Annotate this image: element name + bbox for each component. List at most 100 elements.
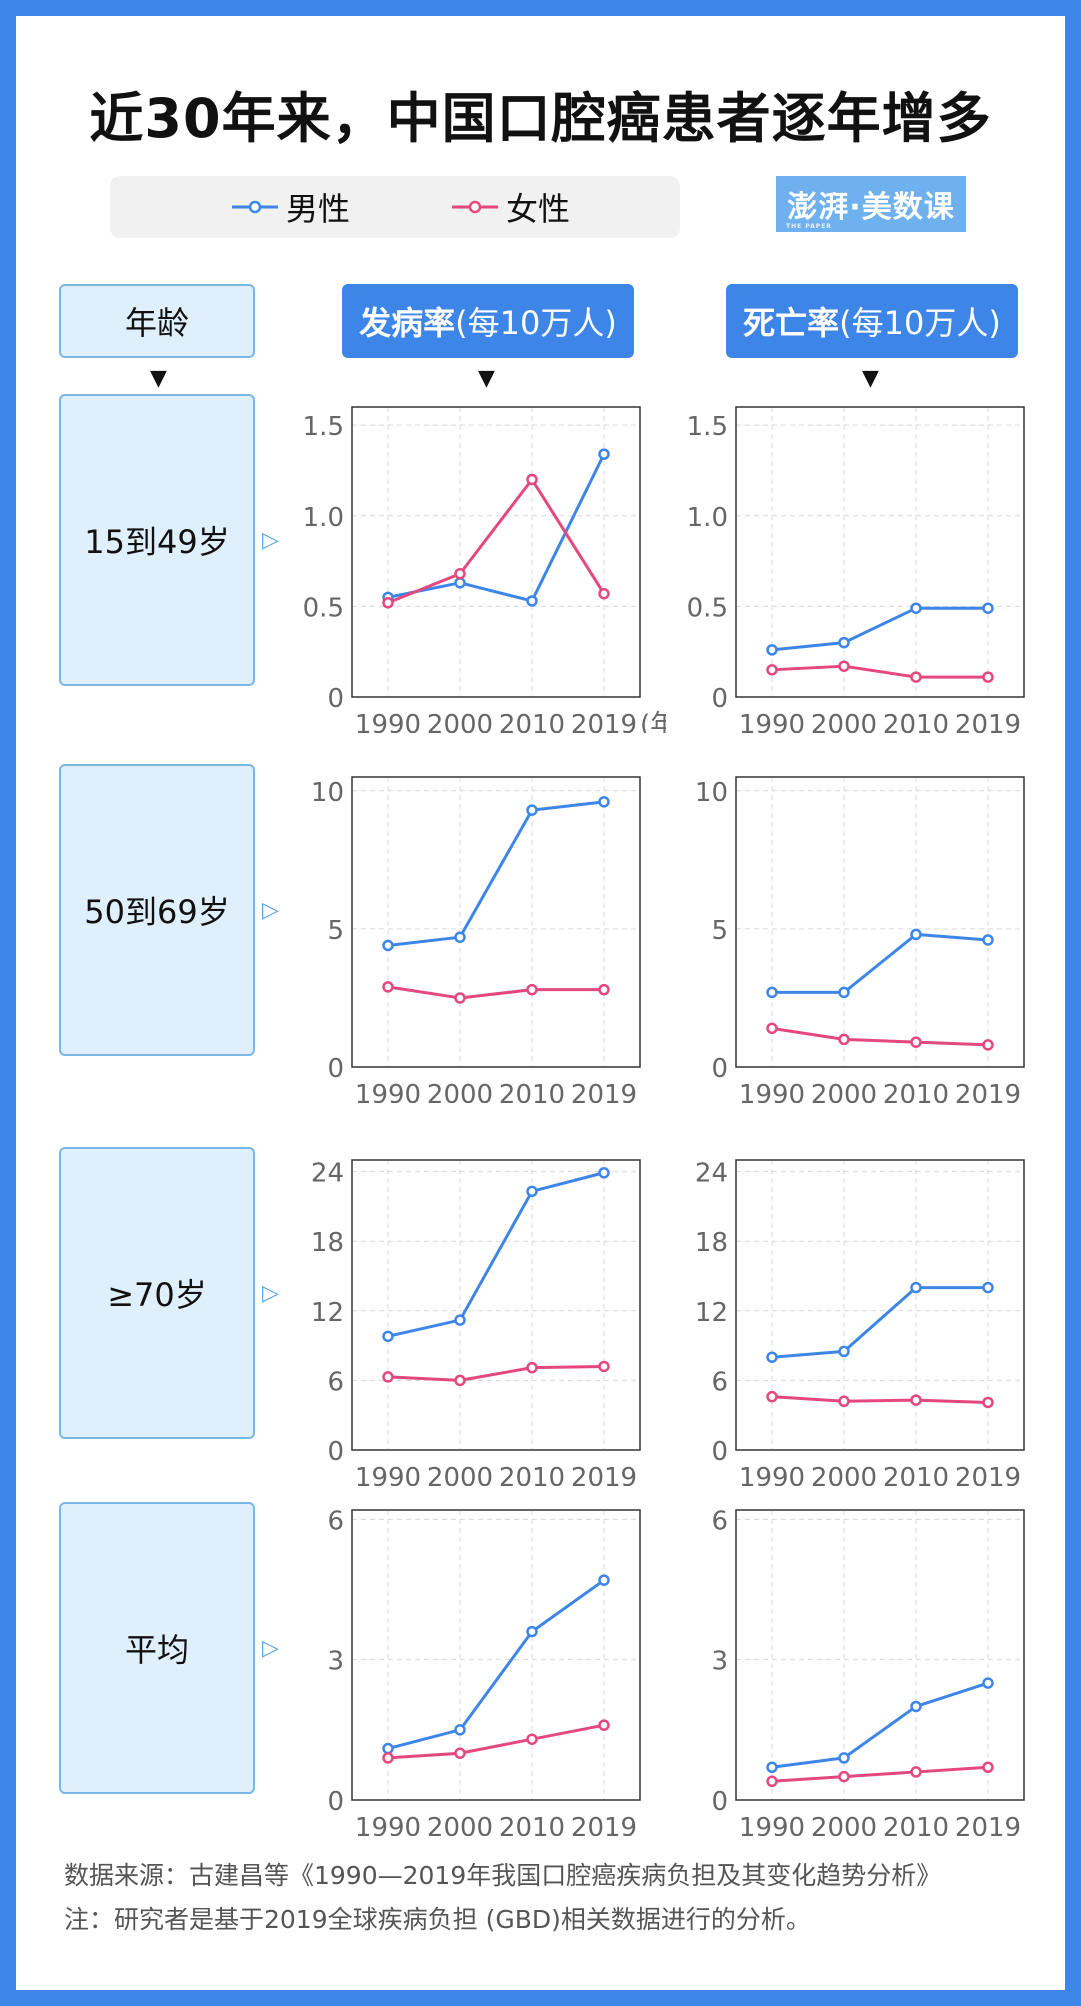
down-triangle-icon: ▼ <box>478 366 495 391</box>
y-tick-label: 18 <box>695 1228 728 1258</box>
data-point-male <box>454 577 466 589</box>
data-point-male <box>766 1761 778 1774</box>
data-point-male <box>454 1724 466 1736</box>
age-column-header: 年龄 <box>59 284 255 358</box>
legend-label-female: 女性 <box>506 190 571 228</box>
age-row-15-49: 15到49岁 <box>59 394 255 686</box>
plot-frame <box>735 776 1025 1068</box>
data-point-female <box>910 671 922 683</box>
age-header-label: 年龄 <box>124 304 189 342</box>
data-point-male <box>526 595 538 607</box>
series-line-male <box>387 453 606 603</box>
series-line-female <box>387 985 604 1000</box>
data-point-female <box>766 664 778 676</box>
x-tick-label: 2000 <box>427 1813 493 1836</box>
data-point-male <box>982 934 994 946</box>
right-arrow-icon: ▷ <box>262 1636 279 1661</box>
age-row-50-69: 50到69岁 <box>59 764 255 1056</box>
legend-item-female: 女性 <box>450 176 570 238</box>
data-point-female <box>454 992 466 1004</box>
right-arrow-icon: ▷ <box>262 898 279 923</box>
x-tick-label: 2000 <box>811 1463 877 1486</box>
data-point-male <box>598 796 610 808</box>
series-line-female <box>387 478 606 605</box>
data-point-female <box>598 983 610 996</box>
data-point-female <box>526 1361 538 1374</box>
plot-frame <box>735 406 1025 698</box>
y-tick-label: 0 <box>711 1787 728 1817</box>
y-tick-label: 0 <box>327 1437 344 1467</box>
data-point-male <box>454 1314 466 1326</box>
data-point-male <box>838 986 850 999</box>
series-line-male <box>387 1578 605 1751</box>
series-line-male <box>387 800 605 947</box>
data-point-male <box>982 1281 994 1294</box>
logo-text: 澎湃·美数课 <box>787 190 955 225</box>
x-tick-label: 2010 <box>499 710 565 733</box>
data-point-female <box>526 983 538 996</box>
x-tick-label: 2010 <box>883 710 949 733</box>
y-tick-label: 10 <box>311 778 344 808</box>
y-tick-label: 1.5 <box>687 412 728 442</box>
data-point-male <box>382 1330 394 1343</box>
data-point-female <box>382 597 394 609</box>
incidence-header-unit: (每10万人) <box>455 304 617 342</box>
x-tick-label: 2000 <box>811 1813 877 1836</box>
mortality-header-bold: 死亡率 <box>743 304 840 342</box>
x-tick-label: 2019 <box>571 710 637 733</box>
plot-frame <box>735 1509 1025 1801</box>
plot-frame <box>351 1509 641 1801</box>
series-line-female <box>771 1765 989 1783</box>
series-line-male <box>772 932 989 994</box>
right-arrow-icon: ▷ <box>262 1281 279 1306</box>
y-tick-label: 6 <box>327 1506 344 1536</box>
infographic-page: 近30年来，中国口腔癌患者逐年增多 男性 女性 澎湃·美数课 THE PAPER… <box>16 16 1065 1990</box>
chart-incidence-70-plus: 0 6 12 18 24 1990 2000 2010 2019 <box>311 1159 641 1486</box>
y-tick-label: 12 <box>311 1298 344 1328</box>
incidence-column-header: 发病率 (每10万人) <box>342 284 634 358</box>
data-point-female <box>454 568 466 580</box>
y-tick-label: 0 <box>327 1787 344 1817</box>
data-point-male <box>766 644 778 656</box>
data-point-male <box>910 602 922 614</box>
y-tick-label: 3 <box>327 1647 344 1677</box>
x-tick-label: 2019 <box>571 1080 637 1103</box>
x-tick-label: 1990 <box>355 1813 421 1836</box>
x-tick-label: 2019 <box>955 1463 1021 1486</box>
data-point-male <box>454 931 466 943</box>
plot-frame <box>351 1159 641 1451</box>
note-line: 注：研究者是基于2019全球疾病负担 (GBD)相关数据进行的分析。 <box>64 1905 811 1934</box>
data-point-female <box>838 1033 850 1046</box>
plot-frame <box>351 406 641 698</box>
data-point-male <box>598 1574 610 1586</box>
y-tick-label: 0.5 <box>303 593 344 623</box>
data-point-male <box>838 636 850 649</box>
down-triangle-icon: ▼ <box>862 366 879 391</box>
chart-incidence-15-49: 0 0.5 1.0 1.5 1990 2000 2010 2019(年) <box>303 406 666 733</box>
data-point-female <box>982 1039 994 1051</box>
age-row-label: 平均 <box>124 1631 189 1669</box>
logo-subtext: THE PAPER <box>786 223 832 230</box>
y-tick-label: 10 <box>695 778 728 808</box>
x-tick-label: 2010 <box>883 1080 949 1103</box>
data-point-female <box>982 1761 994 1774</box>
data-point-female <box>910 1036 922 1048</box>
y-tick-label: 0 <box>711 684 728 714</box>
series-line-male <box>771 606 988 652</box>
chart-incidence-average: 0 3 6 1990 2000 2010 2019 <box>327 1506 641 1836</box>
y-tick-label: 6 <box>711 1506 728 1536</box>
x-tick-label: 2000 <box>811 1080 877 1103</box>
x-tick-label: 2019 <box>571 1463 637 1486</box>
data-point-female <box>766 1022 778 1035</box>
y-tick-label: 6 <box>711 1367 728 1397</box>
legend-label-male: 男性 <box>286 190 351 228</box>
plot-frame <box>351 776 641 1068</box>
source-note: 数据来源：古建昌等《1990—2019年我国口腔癌疾病负担及其变化趋势分析》 注… <box>64 1854 1044 1942</box>
data-point-female <box>382 1371 394 1383</box>
x-tick-label: 2019 <box>955 1080 1021 1103</box>
x-tick-label: 1990 <box>355 710 421 733</box>
data-point-male <box>838 1345 850 1358</box>
data-point-female <box>382 1752 394 1764</box>
y-tick-label: 6 <box>327 1367 344 1397</box>
data-point-female <box>982 671 994 683</box>
